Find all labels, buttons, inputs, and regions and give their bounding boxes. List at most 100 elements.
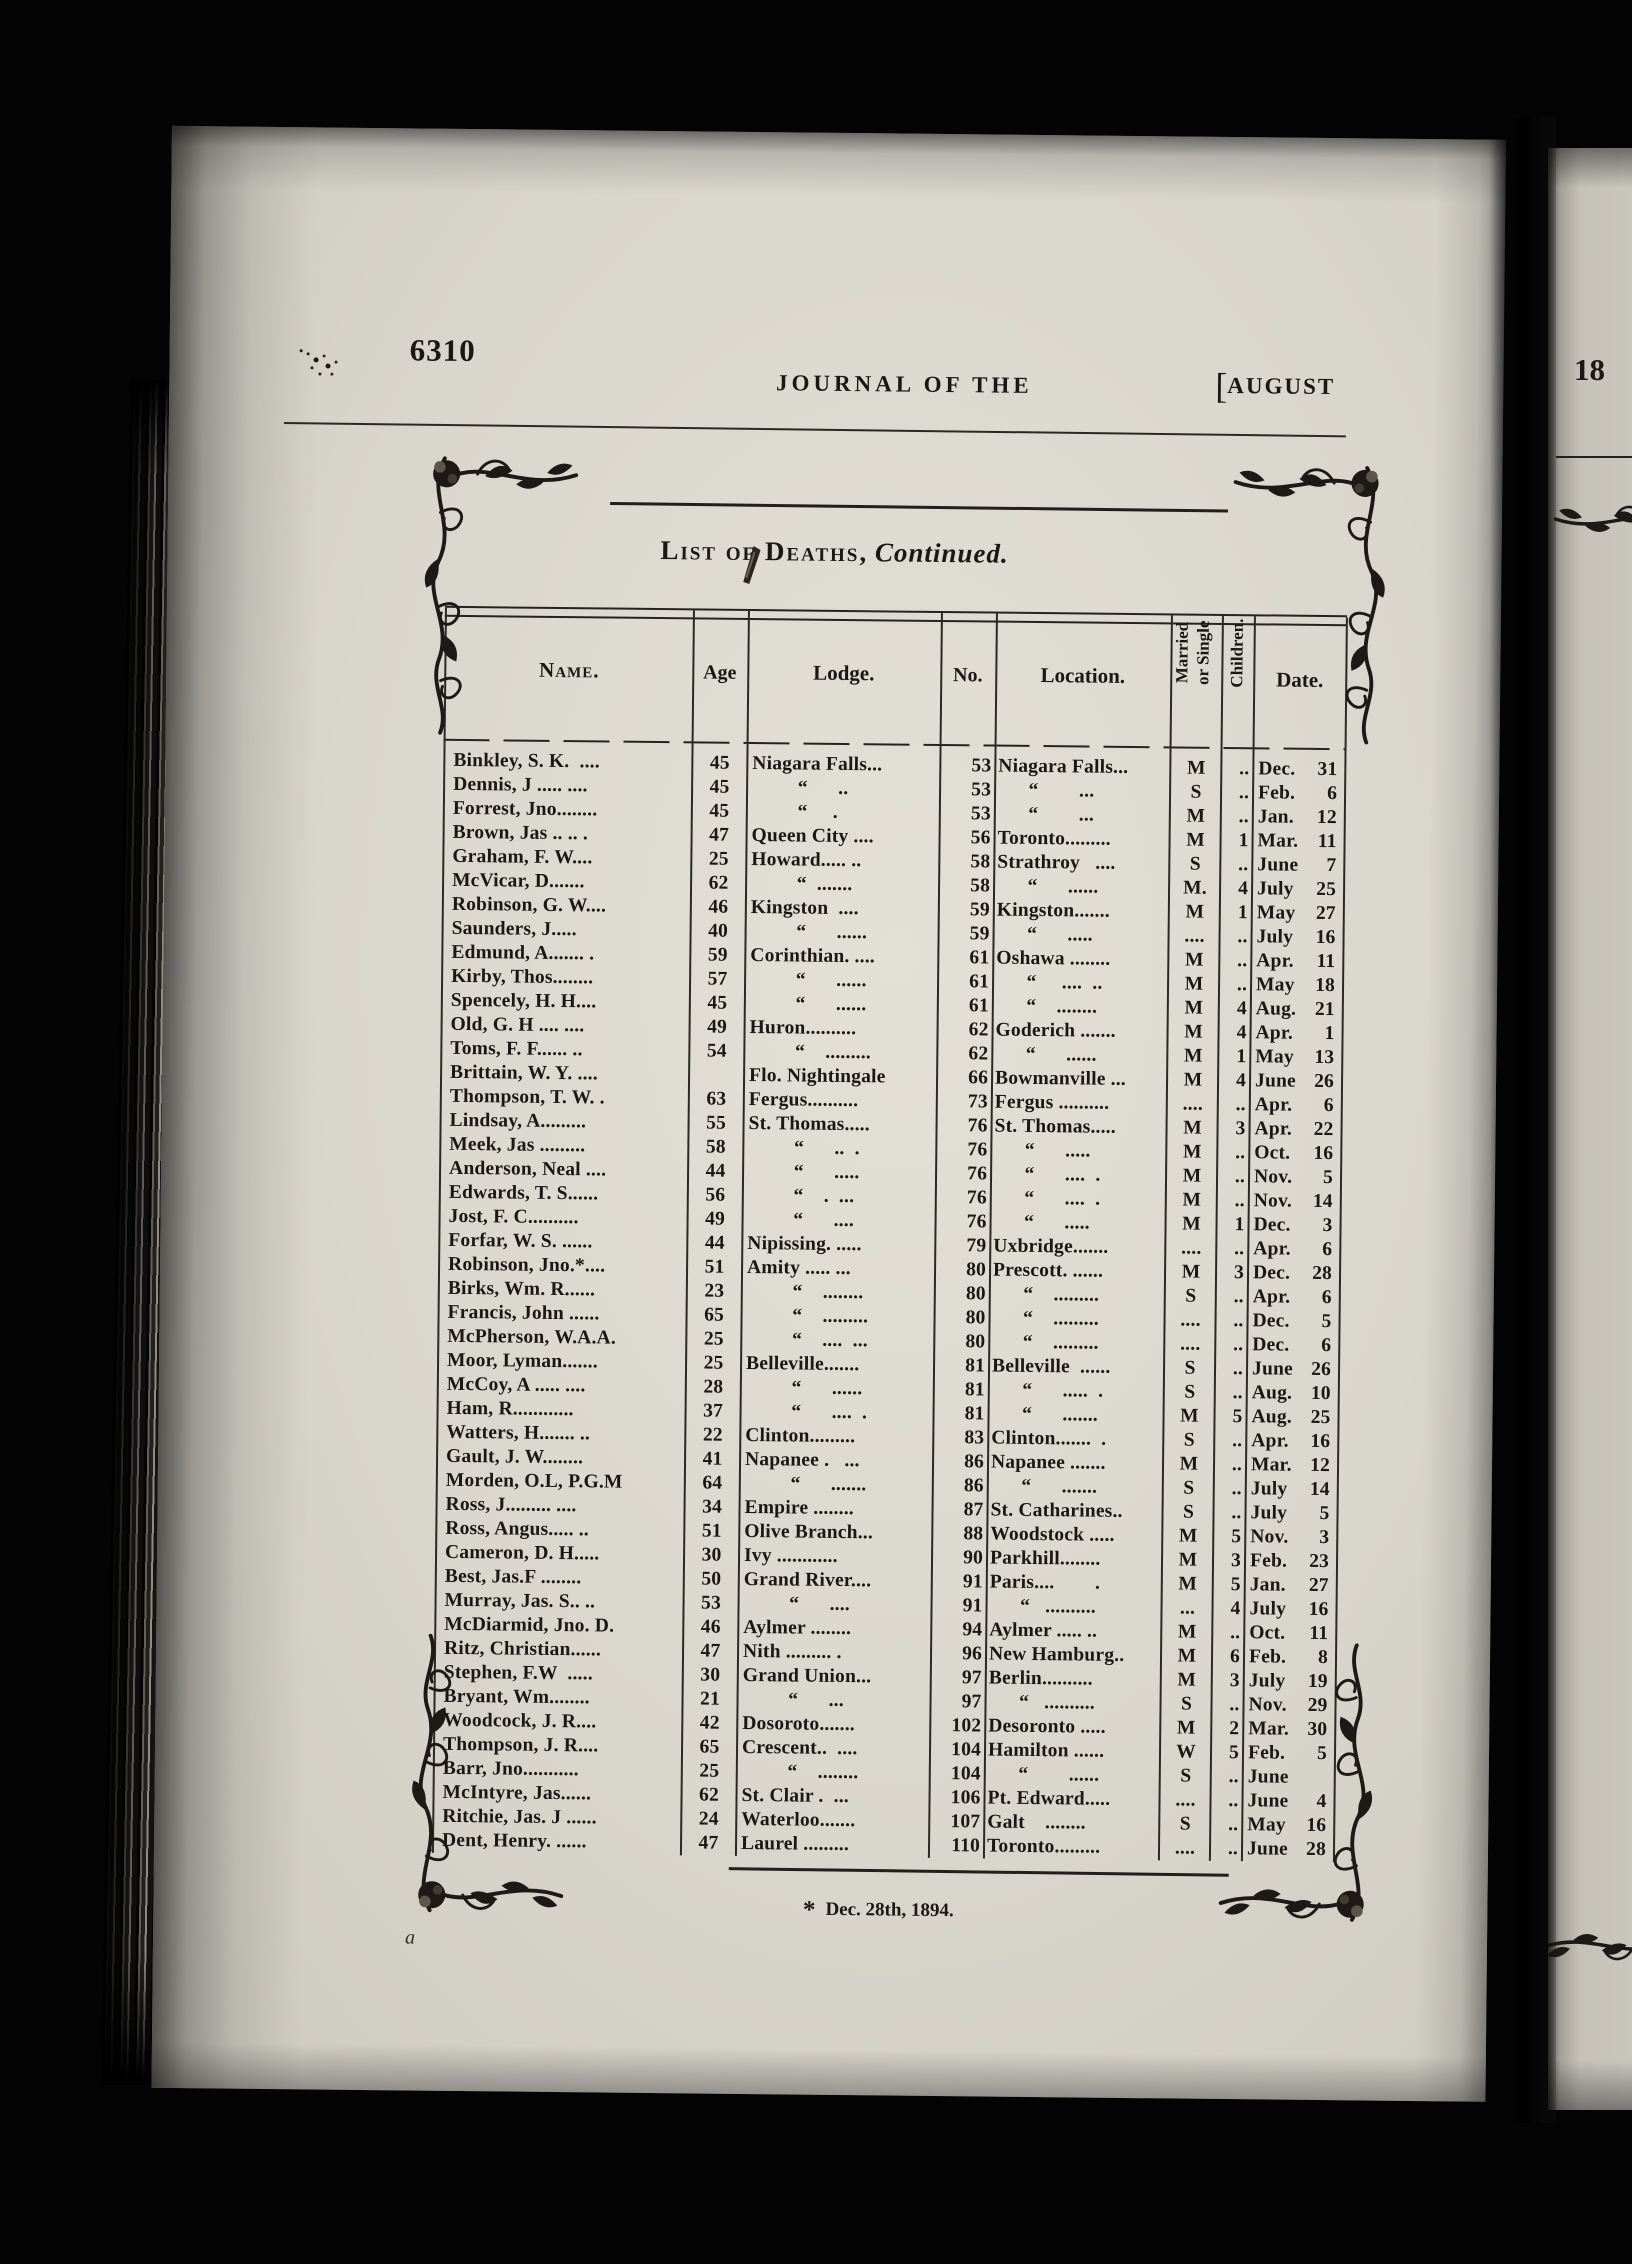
cell-dm: Apr.: [1255, 1022, 1294, 1044]
cell-ms: S: [1184, 1381, 1196, 1403]
cell-loc: Belleville ......: [991, 1355, 1111, 1378]
cell-loc: “ ......: [996, 875, 1099, 898]
cell-no: 80: [965, 1307, 986, 1329]
cell-l: “ ...: [742, 1688, 844, 1712]
cell-l: “ .... ...: [746, 1328, 869, 1352]
cell-no: 76: [967, 1115, 988, 1137]
cell-dm: Aug.: [1255, 998, 1297, 1020]
cell-a: 25: [708, 848, 729, 870]
cell-dm: Nov.: [1253, 1166, 1293, 1188]
cell-a: 57: [707, 968, 728, 990]
cell-n: Moor, Lyman.......: [446, 1349, 598, 1373]
cell-ch: ..: [1233, 1310, 1244, 1332]
cell-a: 55: [706, 1112, 727, 1134]
cell-ch: 2: [1229, 1718, 1240, 1740]
cell-a: 47: [700, 1640, 721, 1662]
cell-ch: 1: [1234, 1214, 1245, 1236]
cell-ms: ....: [1181, 1237, 1202, 1259]
cell-no: 76: [967, 1139, 988, 1161]
cell-ms: ....: [1180, 1333, 1201, 1355]
cell-n: Woodcock, J. R....: [443, 1709, 597, 1733]
cell-dm: Apr.: [1254, 1094, 1293, 1116]
cell-n: Ham, R............: [446, 1397, 574, 1421]
cell-loc: “ ......: [995, 1043, 1097, 1066]
cell-n: Spencely, H. H....: [450, 989, 597, 1013]
cell-a: 50: [701, 1568, 722, 1590]
cell-a: 21: [700, 1688, 721, 1710]
cell-dd: 22: [1313, 1118, 1334, 1141]
col-header-lodge: Lodge.: [813, 660, 875, 686]
cell-dm: July: [1249, 1598, 1287, 1620]
cell-no: 80: [965, 1283, 986, 1305]
page-number: 6310: [409, 332, 476, 369]
cell-loc: Aylmer ..... ..: [989, 1619, 1098, 1642]
cell-no: 53: [970, 803, 991, 825]
cell-l: “ ........: [746, 1280, 864, 1304]
footnote-text: Dec. 28th, 1894.: [825, 1898, 954, 1922]
cell-loc: “ ..........: [988, 1691, 1096, 1714]
cell-ch: ..: [1229, 1694, 1240, 1716]
cell-a: 37: [703, 1400, 724, 1422]
cell-n: Murray, Jas. S.. ..: [444, 1589, 596, 1613]
cell-a: 28: [703, 1376, 724, 1398]
cell-a: 22: [702, 1424, 723, 1446]
cell-loc: “ .... .: [993, 1187, 1101, 1210]
cell-ms: ....: [1184, 925, 1205, 947]
cell-ch: ..: [1234, 1190, 1245, 1212]
cell-dd: 28: [1312, 1262, 1333, 1285]
cell-no: 62: [968, 1019, 989, 1041]
cell-no: 80: [965, 1331, 986, 1353]
cell-no: 59: [969, 899, 990, 921]
cell-dm: Dec.: [1252, 1310, 1290, 1332]
cell-dd: 12: [1310, 1454, 1331, 1477]
cell-dm: Nov.: [1250, 1526, 1289, 1548]
cell-dd: 6: [1327, 783, 1338, 805]
cell-l: Kingston ....: [750, 897, 859, 920]
cell-a: 63: [706, 1088, 727, 1110]
cell-ch: 4: [1236, 1022, 1247, 1044]
cell-n: Binkley, S. K. ....: [453, 749, 600, 773]
cell-a: 51: [704, 1256, 725, 1278]
next-page-rule: [1556, 456, 1632, 458]
cell-ms: S: [1180, 1693, 1193, 1715]
cell-dd: 25: [1310, 1406, 1331, 1429]
cell-l: “ .....: [747, 1160, 860, 1184]
cell-dm: Jan.: [1257, 806, 1294, 828]
cell-loc: Desoronto .....: [988, 1715, 1106, 1738]
cell-ms: ....: [1175, 1789, 1196, 1811]
cell-dd: 28: [1306, 1838, 1327, 1861]
cell-n: Best, Jas.F ........: [444, 1565, 582, 1589]
cell-dd: 18: [1315, 974, 1336, 997]
cell-ms: M: [1179, 1453, 1199, 1475]
cell-ch: 3: [1233, 1262, 1245, 1284]
cell-ms: M: [1184, 949, 1204, 971]
cell-ch: ..: [1228, 1766, 1239, 1788]
cell-loc: Oshawa ........: [996, 947, 1111, 970]
cell-dd: 13: [1314, 1046, 1335, 1069]
cell-no: 96: [962, 1643, 983, 1665]
cell-dm: Feb.: [1247, 1742, 1286, 1764]
cell-l: “ . ...: [747, 1184, 855, 1208]
cell-dd: 16: [1310, 1430, 1331, 1453]
cell-no: 81: [964, 1403, 985, 1425]
title-continued: Continued.: [874, 537, 1009, 569]
cell-l: Corinthian. ....: [750, 945, 876, 968]
cell-ch: ..: [1232, 1430, 1243, 1452]
cell-l: Nipissing. .....: [747, 1232, 862, 1256]
cell-a: 53: [701, 1592, 722, 1614]
cell-l: “ .... .: [745, 1400, 868, 1424]
cell-loc: Clinton....... .: [991, 1427, 1107, 1450]
cell-n: Thompson, T. W. .: [449, 1085, 605, 1109]
cell-no: 76: [967, 1163, 988, 1185]
cell-l: “ .. .: [748, 1136, 860, 1160]
cell-loc: “ .... .: [993, 1163, 1101, 1186]
cell-dm: June: [1246, 1838, 1289, 1860]
cell-n: Jost, F. C..........: [448, 1205, 579, 1229]
cell-ch: ..: [1231, 1502, 1242, 1524]
cell-l: Aylmer ........: [743, 1616, 852, 1640]
cell-a: 30: [701, 1544, 722, 1566]
cell-a: 25: [699, 1760, 720, 1782]
cell-dd: 6: [1323, 1095, 1334, 1117]
cell-dm: June: [1257, 854, 1299, 876]
table-rows: Binkley, S. K. .... 45 Niagara Falls... 53 N…: [432, 749, 1346, 1862]
